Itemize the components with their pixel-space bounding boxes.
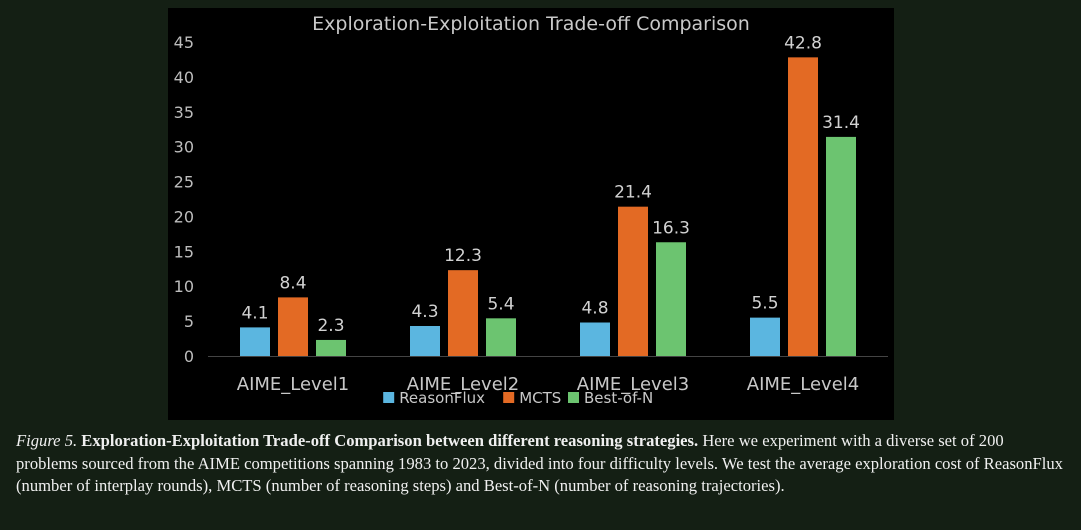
bar-value-label: 16.3 (652, 218, 690, 238)
x-tick-label: AIME_Level3 (577, 374, 690, 395)
legend-label: MCTS (519, 389, 561, 407)
legend: ReasonFlux MCTS Best-of-N (383, 389, 653, 407)
y-tick-label: 20 (174, 207, 194, 226)
y-tick-label: 0 (184, 347, 194, 366)
y-axis: 0 5 10 15 20 25 30 35 40 45 (174, 33, 194, 366)
y-tick-label: 30 (174, 138, 194, 157)
legend-swatch (383, 392, 395, 403)
y-tick-label: 5 (184, 312, 194, 331)
bar-reasonflux (750, 317, 780, 356)
bar-reasonflux (580, 322, 610, 356)
bar-value-label: 5.5 (751, 294, 778, 314)
bar-mcts (448, 270, 478, 356)
bar-mcts (278, 297, 308, 356)
chart-title: Exploration-Exploitation Trade-off Compa… (312, 13, 750, 35)
bar-chart: Exploration-Exploitation Trade-off Compa… (174, 13, 888, 407)
bar-mcts (788, 57, 818, 357)
legend-label: ReasonFlux (399, 389, 485, 407)
bar-best-of-n (316, 339, 346, 356)
y-tick-label: 40 (174, 68, 194, 87)
y-tick-label: 45 (174, 33, 194, 52)
bar-value-label: 4.8 (581, 299, 608, 319)
caption-title: Exploration-Exploitation Trade-off Compa… (81, 431, 699, 450)
bar-reasonflux (240, 327, 270, 356)
legend-label: Best-of-N (584, 389, 653, 407)
bar-value-label: 12.3 (444, 246, 482, 266)
bar-value-label: 8.4 (279, 273, 306, 293)
bar-value-label: 4.1 (241, 303, 268, 323)
bar-best-of-n (656, 242, 686, 356)
bar-mcts (618, 206, 648, 356)
legend-swatch (503, 392, 515, 403)
x-tick-label: AIME_Level4 (747, 374, 860, 395)
bar-value-label: 2.3 (317, 316, 344, 336)
caption-label: Figure 5. (16, 431, 78, 450)
bar-best-of-n (826, 136, 856, 356)
bars: 4.1 8.4 2.3 4.3 12.3 5.4 4.8 21.416.3 5.5 42.8 31.… (240, 33, 860, 357)
bar-value-label: 31.4 (822, 113, 860, 133)
y-tick-label: 35 (174, 103, 194, 122)
y-tick-label: 10 (174, 277, 194, 296)
bar-reasonflux (410, 325, 440, 356)
caption-text: Here we experiment with a diverse set of… (16, 431, 1063, 495)
x-tick-label: AIME_Level2 (407, 374, 520, 395)
y-tick-label: 15 (174, 242, 194, 261)
chart-panel: Exploration-Exploitation Trade-off Compa… (168, 8, 894, 420)
bar-best-of-n (486, 318, 516, 356)
bar-value-label: 5.4 (487, 294, 514, 314)
bar-value-label: 4.3 (411, 302, 438, 322)
x-tick-label: AIME_Level1 (237, 374, 350, 395)
x-axis: AIME_Level1 AIME_Level2 AIME_Level3 AIME_Le… (208, 356, 888, 395)
figure-caption: Figure 5. Exploration-Exploitation Trade… (16, 430, 1066, 498)
bar-value-label: 21.4 (614, 183, 652, 203)
y-tick-label: 25 (174, 173, 194, 192)
bar-value-label: 42.8 (784, 33, 822, 53)
legend-swatch (568, 392, 579, 403)
